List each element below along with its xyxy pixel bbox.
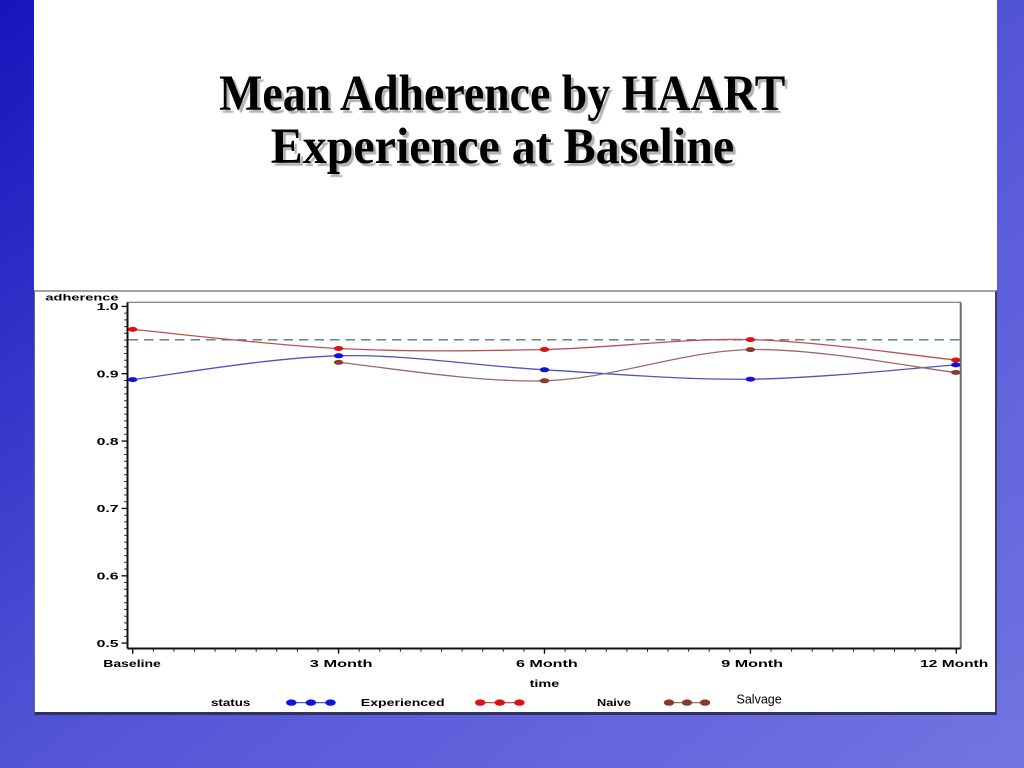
svg-text:Salvage: Salvage [737,693,782,707]
svg-text:9 Month: 9 Month [721,659,783,670]
svg-text:adherence: adherence [45,293,118,304]
svg-text:1.0: 1.0 [97,302,120,313]
svg-text:Baseline: Baseline [103,659,161,670]
svg-text:status: status [211,698,251,709]
svg-text:Naive: Naive [597,698,632,709]
svg-text:time: time [530,679,560,690]
svg-text:12 Month: 12 Month [920,659,988,670]
svg-text:0.5: 0.5 [97,639,120,650]
svg-text:0.7: 0.7 [97,504,120,515]
svg-text:6 Month: 6 Month [516,659,578,670]
svg-text:0.8: 0.8 [97,437,120,448]
svg-text:Experienced: Experienced [361,698,445,709]
svg-text:3 Month: 3 Month [310,659,373,670]
svg-text:0.9: 0.9 [97,370,120,381]
svg-text:0.6: 0.6 [97,572,120,583]
